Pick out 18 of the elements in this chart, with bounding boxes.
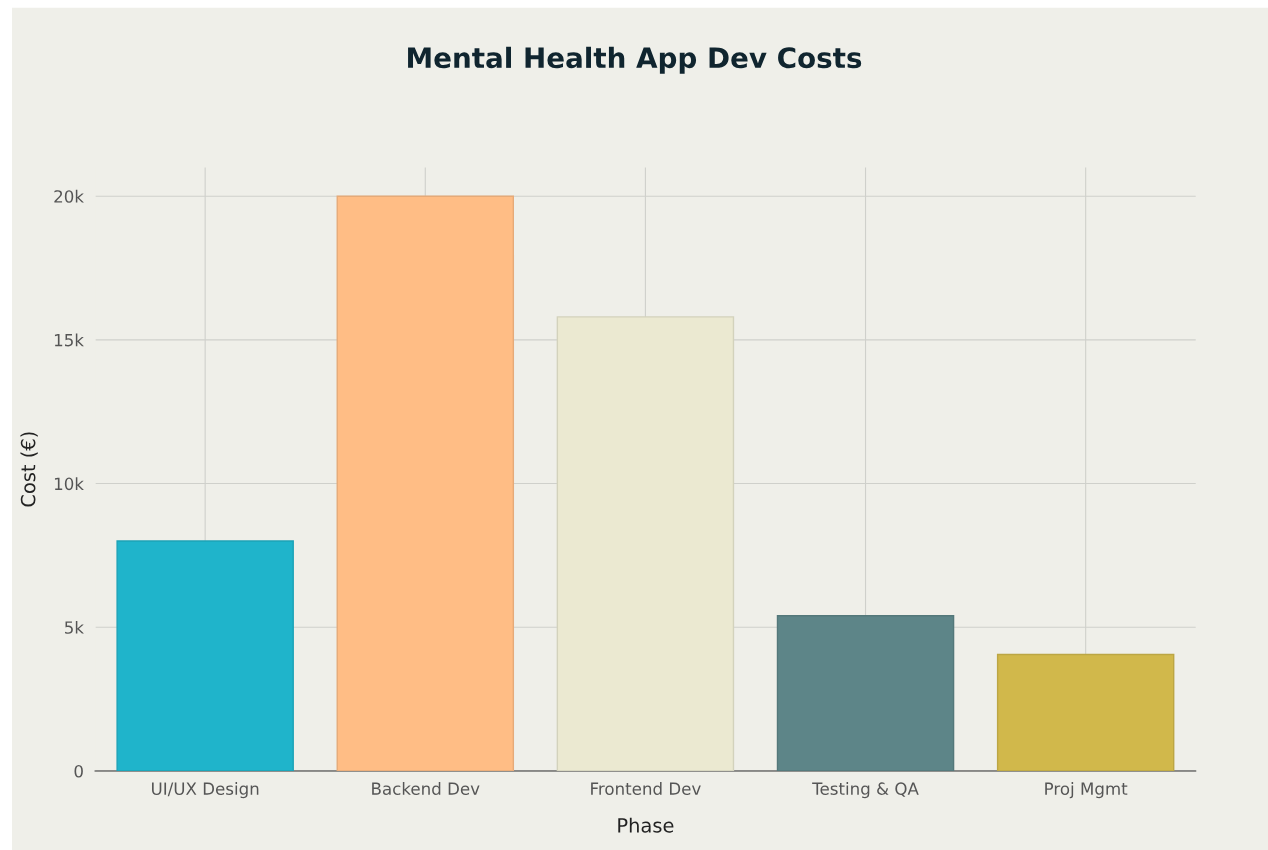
bar [996,653,1175,771]
bar [336,195,515,771]
y-tick-label: 5k [65,620,84,634]
bar [116,540,294,771]
x-tick-label: UI/UX Design [152,782,259,799]
y-tick-label: 0 [74,764,83,778]
y-tick-label: 20k [54,189,84,203]
chart-title: Mental Health App Dev Costs [408,46,862,74]
bar [776,615,955,771]
x-tick-label: Testing & QA [812,782,919,799]
y-axis-title: Cost (€) [20,432,38,507]
x-tick-label: Backend Dev [372,782,480,795]
bar [556,316,735,771]
x-axis-title: Phase [618,817,674,833]
y-tick-label: 15k [54,333,84,347]
x-tick-label: Proj Mgmt [1045,782,1128,799]
y-tick-label: 10k [54,477,84,491]
x-tick-label: Frontend Dev [591,782,701,795]
